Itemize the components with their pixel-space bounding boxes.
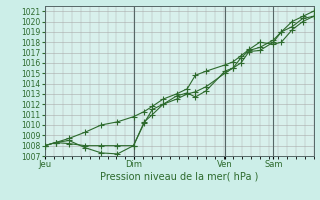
X-axis label: Pression niveau de la mer( hPa ): Pression niveau de la mer( hPa ) [100,172,258,182]
